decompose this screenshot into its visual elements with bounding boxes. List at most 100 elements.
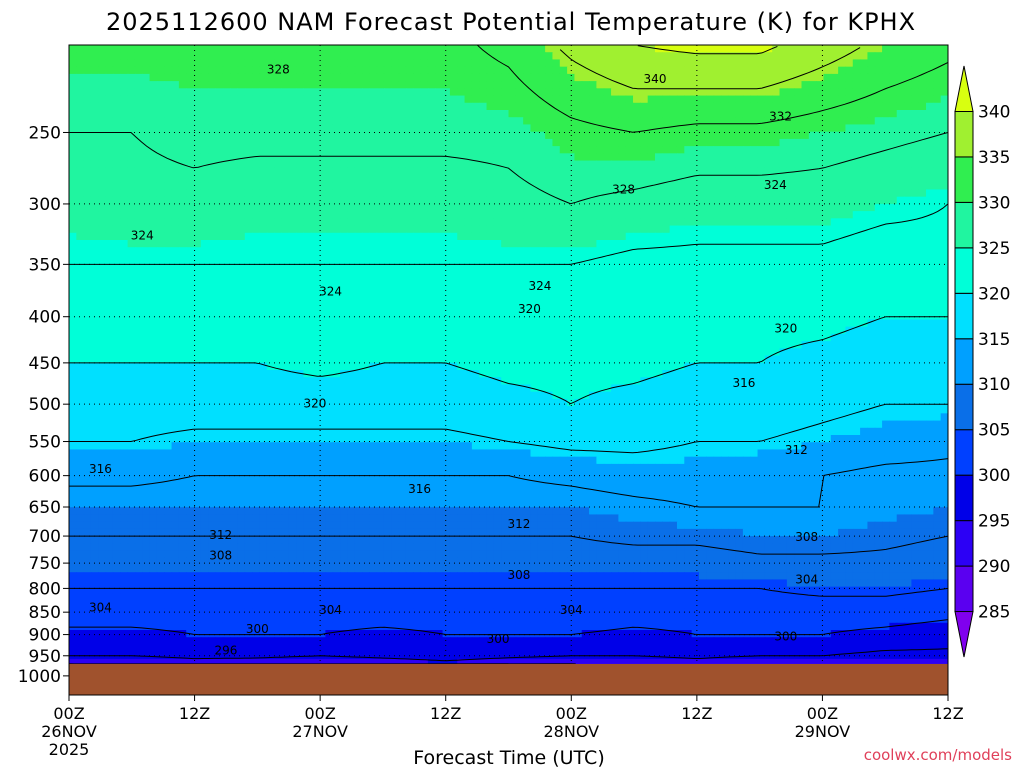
- theta-cell: [611, 196, 619, 205]
- theta-cell: [134, 138, 143, 147]
- theta-cell: [823, 254, 832, 263]
- theta-cell: [808, 312, 817, 321]
- theta-cell: [376, 312, 385, 321]
- theta-cell: [757, 66, 766, 75]
- theta-cell: [808, 175, 817, 183]
- theta-cell: [120, 175, 129, 183]
- theta-cell: [633, 45, 641, 53]
- theta-cell: [794, 225, 803, 234]
- theta-cell: [391, 341, 400, 349]
- theta-cell: [405, 73, 414, 82]
- theta-cell: [779, 52, 788, 61]
- theta-cell: [435, 110, 444, 118]
- theta-cell: [76, 196, 85, 205]
- theta-cell: [427, 290, 436, 299]
- theta-cell: [698, 326, 707, 335]
- theta-cell: [838, 153, 847, 162]
- theta-cell: [376, 276, 385, 284]
- theta-cell: [625, 182, 634, 191]
- theta-cell: [567, 312, 576, 321]
- theta-cell: [105, 110, 114, 118]
- theta-cell: [830, 66, 839, 75]
- theta-cell: [823, 117, 832, 126]
- theta-cell: [676, 117, 685, 126]
- theta-cell: [801, 254, 810, 263]
- theta-cell: [98, 153, 107, 162]
- theta-cell: [69, 167, 77, 176]
- theta-cell: [112, 175, 121, 183]
- theta-cell: [303, 211, 312, 219]
- theta-cell: [259, 283, 268, 292]
- theta-cell: [288, 261, 297, 270]
- theta-cell: [750, 95, 759, 104]
- theta-cell: [471, 218, 480, 227]
- theta-cell: [413, 225, 422, 234]
- theta-cell: [874, 203, 883, 212]
- theta-cell: [889, 203, 898, 212]
- theta-cell: [479, 45, 488, 53]
- theta-cell: [193, 167, 202, 176]
- theta-cell: [303, 268, 312, 277]
- theta-cell: [611, 167, 619, 176]
- theta-cell: [515, 124, 524, 133]
- theta-cell: [794, 326, 803, 335]
- theta-cell: [127, 268, 136, 277]
- theta-cell: [559, 95, 568, 104]
- theta-cell: [933, 218, 942, 227]
- theta-cell: [618, 305, 627, 313]
- theta-cell: [772, 261, 781, 270]
- theta-cell: [720, 326, 729, 335]
- theta-cell: [713, 218, 722, 227]
- theta-cell: [112, 305, 121, 313]
- theta-cell: [625, 211, 634, 219]
- theta-cell: [200, 95, 209, 104]
- theta-cell: [178, 211, 187, 219]
- theta-cell: [369, 196, 378, 205]
- theta-cell: [200, 203, 209, 212]
- theta-cell: [230, 73, 239, 82]
- theta-cell: [559, 146, 568, 154]
- theta-cell: [794, 319, 803, 328]
- theta-cell: [501, 160, 510, 169]
- theta-cell: [523, 211, 532, 219]
- theta-cell: [215, 52, 224, 61]
- theta-cell: [530, 254, 539, 263]
- theta-cell: [303, 218, 312, 227]
- theta-cell: [266, 88, 275, 97]
- theta-cell: [691, 81, 700, 89]
- theta-cell: [376, 131, 385, 140]
- theta-cell: [911, 88, 920, 97]
- theta-cell: [640, 240, 649, 248]
- theta-cell: [764, 138, 773, 147]
- theta-cell: [750, 305, 759, 313]
- theta-cell: [186, 175, 195, 183]
- theta-cell: [801, 333, 810, 342]
- theta-cell: [662, 319, 671, 328]
- theta-cell: [581, 319, 590, 328]
- theta-cell: [567, 254, 576, 263]
- theta-cell: [860, 254, 869, 263]
- theta-cell: [515, 117, 524, 126]
- theta-cell: [918, 160, 927, 169]
- theta-cell: [479, 261, 488, 270]
- theta-cell: [830, 146, 839, 154]
- theta-cell: [274, 182, 283, 191]
- theta-cell: [303, 182, 312, 191]
- theta-cell: [911, 189, 920, 198]
- theta-cell: [156, 261, 165, 270]
- theta-cell: [98, 175, 107, 183]
- theta-cell: [823, 124, 832, 133]
- theta-cell: [252, 240, 261, 248]
- theta-cell: [340, 189, 348, 198]
- theta-cell: [728, 276, 737, 284]
- theta-cell: [405, 290, 414, 299]
- theta-cell: [296, 81, 304, 89]
- theta-cell: [750, 124, 759, 133]
- theta-cell: [354, 290, 363, 299]
- theta-cell: [405, 146, 414, 154]
- theta-cell: [501, 124, 510, 133]
- theta-cell: [706, 52, 715, 61]
- theta-cell: [838, 232, 847, 241]
- theta-cell: [801, 66, 810, 75]
- theta-cell: [347, 341, 356, 349]
